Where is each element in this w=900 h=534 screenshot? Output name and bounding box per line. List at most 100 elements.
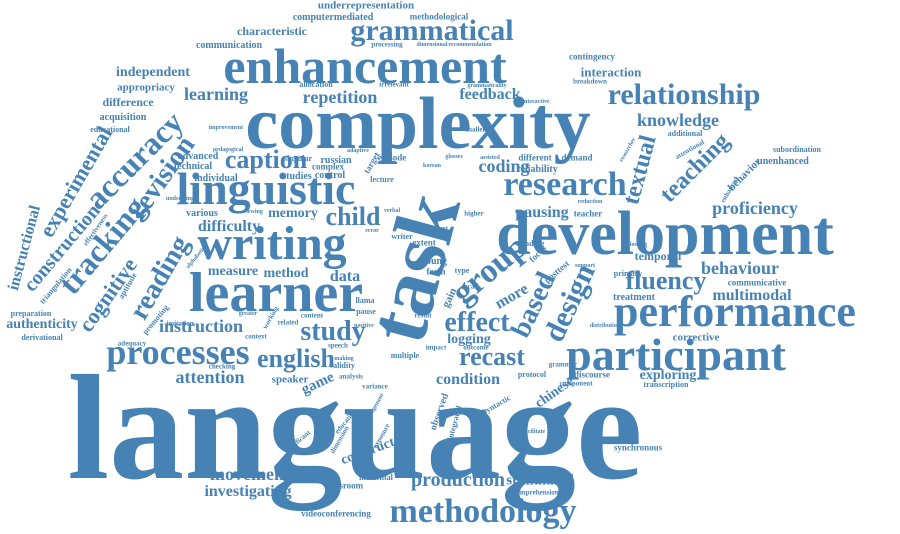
word-study: study [300, 316, 366, 347]
word-multiple: multiple [390, 351, 420, 360]
word-learning: learning [183, 84, 249, 104]
word-appropriacy: appropriacy [117, 81, 175, 94]
word-enhancement: enhancement [223, 38, 507, 94]
word-investigating: investigating [204, 483, 292, 500]
word-classroom: classroom [324, 480, 364, 491]
word-recommendation: recommendation [448, 42, 492, 48]
word-performance: performance [614, 287, 856, 336]
word-variance: variance [362, 382, 388, 391]
word-distribution: distribution [589, 323, 621, 329]
word-adequacy: adequacy [117, 339, 147, 348]
word-lexical: lexical [403, 223, 421, 229]
word-processes: processes [106, 332, 250, 372]
word-irrelevant: irrelevant [379, 80, 409, 89]
word-logging: logging [447, 332, 491, 347]
word-result: result [414, 311, 432, 320]
word-videoconferencing: videoconferencing [301, 508, 371, 519]
word-analysis: analysis [339, 372, 363, 381]
word-corrective: corrective [672, 331, 720, 344]
word-writer: writer [391, 232, 413, 241]
word-educational: educational [90, 125, 130, 134]
word-greater: greater [238, 311, 258, 317]
word-language: language [67, 345, 643, 511]
word-treatment: treatment [612, 292, 656, 303]
word-support: support [574, 263, 596, 269]
word-breakdown: breakdown [573, 77, 607, 86]
word-pause: pause [356, 307, 376, 316]
word-verbal: verbal [383, 208, 401, 214]
word-difference: difference [102, 95, 154, 109]
word-coding: coding [478, 156, 530, 176]
word-text: text [438, 226, 448, 232]
word-positive: positive [354, 323, 374, 329]
word-learner: learner [188, 262, 364, 324]
word-participant: participant [566, 329, 786, 380]
word-llama: llama [355, 296, 375, 305]
word-movement: movement [210, 464, 290, 484]
word-communication: communication [195, 40, 263, 51]
word-methodology: methodology [389, 493, 577, 530]
word-glossing: glossing [626, 242, 648, 248]
word-imitation: imitation [166, 319, 194, 328]
word-form: form [426, 266, 446, 277]
word-acquisition: acquisition [99, 112, 147, 123]
word-temporal: temporal [634, 249, 682, 263]
word-feedback: feedback [459, 86, 521, 103]
word-behaviour: behaviour [700, 258, 780, 278]
word-extent: extent [412, 237, 436, 248]
word-transcription: transcription [643, 380, 689, 389]
word-discourse: discourse [574, 369, 610, 380]
word-production: production [410, 469, 506, 491]
word-complex: complex [312, 161, 344, 172]
word-young: young [420, 256, 448, 267]
word-synchronous: synchronous [613, 442, 663, 453]
word-methodological: methodological [409, 11, 469, 22]
word-characteristic: characteristic [237, 24, 307, 38]
word-data: data [329, 268, 361, 285]
word-comprehension: comprehension [513, 488, 559, 497]
word-challenge: challenge [465, 125, 493, 134]
word-component: component [559, 379, 593, 388]
word-relationship: relationship [607, 78, 761, 111]
word-control: control [314, 170, 346, 181]
word-primary: primary [613, 269, 643, 278]
word-effect: effect [444, 307, 510, 338]
word-recall: recall [461, 282, 479, 291]
word-lecture: lecture [370, 175, 394, 184]
word-computermediated: computermediated [292, 12, 374, 23]
word-related: related [277, 318, 299, 327]
word-higher: higher [464, 209, 484, 218]
word-repetition: repetition [302, 87, 378, 107]
word-knowledge: knowledge [636, 110, 720, 130]
word-assisted: assisted [480, 155, 500, 161]
word-child: child [325, 202, 381, 231]
word-unenhanced: unenhanced [757, 156, 809, 167]
word-communicative: communicative [727, 277, 787, 288]
word-reduction: reduction [577, 199, 603, 205]
word-different: different [518, 152, 552, 163]
word-instruction: instruction [158, 316, 244, 336]
word-various: various [186, 208, 218, 219]
word-speaker: speaker [271, 373, 309, 386]
word-pedagogical: pedagogical [212, 147, 244, 153]
word-episode: episode [377, 152, 407, 163]
word-russian: russian [320, 155, 352, 166]
word-replication: replication [478, 409, 489, 455]
word-context: context [245, 332, 267, 341]
word-fluency: fluency [625, 266, 707, 295]
word-singular: singular [283, 154, 313, 163]
word-error: error [365, 228, 379, 234]
word-authenticity: authenticity [6, 317, 78, 332]
word-grammar: grammar [548, 360, 578, 369]
word-caption: caption [224, 145, 308, 174]
word-teacher: teacher [573, 208, 603, 219]
word-interaction: interaction [580, 64, 642, 80]
word-outcome: outcome [463, 343, 489, 352]
word-preparation: preparation [10, 309, 52, 318]
word-english: english [256, 344, 336, 373]
word-exploring: exploring [639, 368, 697, 383]
word-textual: textual [618, 132, 662, 208]
word-contingency: contingency [569, 51, 615, 62]
word-improvement: improvement [208, 125, 244, 131]
word-measure: measure [207, 264, 259, 279]
